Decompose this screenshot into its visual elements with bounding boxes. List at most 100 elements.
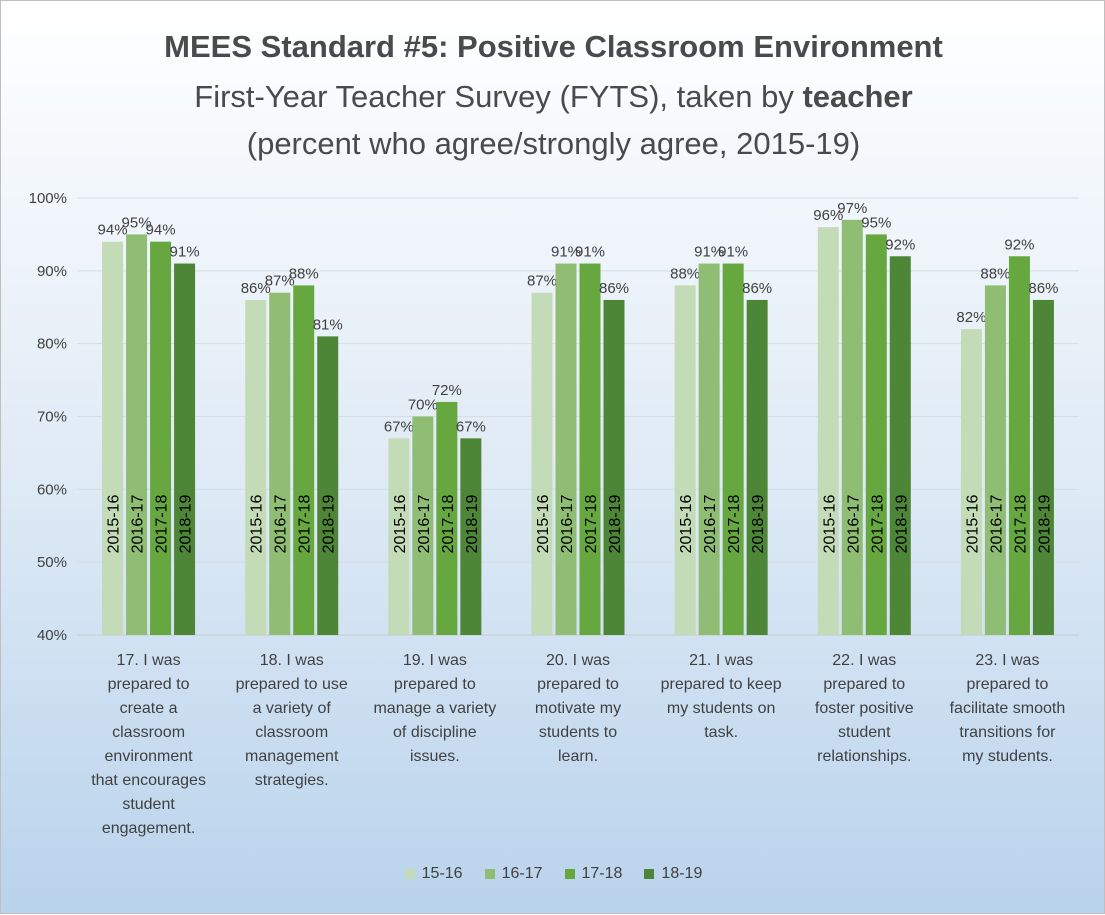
- chart-subtitle-line2: (percent who agree/strongly agree, 2015-…: [246, 126, 861, 161]
- bar: [960, 329, 982, 635]
- x-category-label: 18. I was prepared to use a variety of clas…: [226, 649, 358, 793]
- x-category-label-line: relationships.: [817, 748, 912, 765]
- bar-year-label: 2017-18: [297, 495, 314, 554]
- x-category-label-line: my students on: [666, 700, 776, 717]
- x-category-label-line: classroom: [112, 724, 186, 741]
- bar: [317, 336, 339, 635]
- y-tick-label: 70%: [37, 409, 67, 426]
- legend-item: 15-16: [404, 865, 463, 883]
- x-category-label-line: classroom: [255, 724, 329, 741]
- bar-year-label: 2015-16: [249, 495, 266, 554]
- x-category-label-line: foster positive: [814, 700, 914, 717]
- legend-swatch: [564, 869, 575, 879]
- x-category-label-line: motivate my: [534, 700, 622, 717]
- bar-year-label: 2017-18: [869, 495, 886, 554]
- x-category-label-line: 21. I was: [689, 652, 754, 669]
- data-label: 67%: [456, 418, 486, 435]
- data-label: 94%: [98, 222, 128, 239]
- x-category-label-line: a variety of: [252, 700, 331, 717]
- data-label: 91%: [694, 244, 724, 261]
- x-category-label-line: 17. I was: [116, 652, 181, 669]
- bar-year-label: 2016-17: [845, 495, 862, 554]
- data-label: 95%: [122, 214, 152, 231]
- x-category-label-line: prepared to use: [235, 676, 348, 693]
- bar: [817, 227, 839, 635]
- x-category-label-line: students to: [538, 724, 618, 741]
- data-label: 95%: [861, 214, 891, 231]
- data-label: 92%: [1004, 236, 1034, 253]
- data-label: 82%: [956, 309, 986, 326]
- legend: 15-16 16-17 17-18 18-19: [1, 865, 1105, 883]
- bar: [460, 438, 482, 635]
- legend-swatch: [404, 869, 415, 879]
- data-label: 87%: [265, 273, 295, 290]
- x-category-label: 19. I was prepared to manage a variety of d…: [369, 649, 501, 769]
- y-tick-label: 40%: [37, 627, 67, 644]
- data-label: 91%: [551, 244, 581, 261]
- data-label: 97%: [837, 200, 867, 217]
- legend-item: 17-18: [564, 865, 623, 883]
- data-label: 91%: [170, 244, 200, 261]
- bar-year-label: 2017-18: [154, 495, 171, 554]
- bar: [150, 241, 172, 635]
- x-category-label-line: student: [122, 796, 175, 813]
- x-category-label-line: prepared to: [966, 676, 1049, 693]
- x-category-label-line: of discipline: [393, 724, 477, 741]
- data-label: 88%: [289, 265, 319, 282]
- chart-title: MEES Standard #5: Positive Classroom Env…: [164, 29, 943, 64]
- data-label: 86%: [241, 280, 271, 297]
- data-label: 70%: [408, 397, 438, 414]
- x-category-label: 23. I was prepared to facilitate smooth tra…: [941, 649, 1073, 769]
- bar-year-label: 2016-17: [988, 495, 1005, 554]
- bar-year-label: 2015-16: [964, 495, 981, 554]
- data-label: 67%: [384, 418, 414, 435]
- data-label: 86%: [1028, 280, 1058, 297]
- bar: [603, 299, 625, 635]
- x-category-label-line: transitions for: [959, 724, 1056, 741]
- x-category-label-line: 22. I was: [832, 652, 897, 669]
- bar-year-label: 2017-18: [440, 495, 457, 554]
- y-tick-label: 100%: [29, 190, 67, 207]
- x-category-label-line: student: [838, 724, 891, 741]
- legend-label: 18-19: [661, 865, 703, 882]
- x-category-label-line: manage a variety: [373, 700, 497, 717]
- x-category-label-line: strategies.: [254, 772, 329, 789]
- legend-swatch: [484, 869, 495, 879]
- legend-item: 18-19: [644, 865, 702, 883]
- bar: [1008, 256, 1030, 635]
- y-tick-label: 50%: [37, 554, 67, 571]
- bar-year-label: 2016-17: [273, 495, 290, 554]
- data-label: 91%: [718, 244, 748, 261]
- bar: [102, 241, 124, 635]
- x-category-label: 17. I was prepared to create a classroom env…: [83, 649, 215, 841]
- legend-item: 16-17: [484, 865, 543, 883]
- bar: [174, 263, 196, 635]
- x-category-label: 22. I was prepared to foster positive stude…: [798, 649, 930, 769]
- bar-year-label: 2017-18: [726, 495, 743, 554]
- bar-year-label: 2015-16: [678, 495, 695, 554]
- x-category-label-line: my students.: [962, 748, 1053, 765]
- x-category-label: 20. I was prepared to motivate my students …: [512, 649, 644, 769]
- data-label: 91%: [575, 244, 605, 261]
- bar-year-label: 2015-16: [821, 495, 838, 554]
- x-category-label: 21. I was prepared to keep my students on t…: [655, 649, 787, 745]
- bar: [269, 292, 291, 635]
- data-label: 92%: [885, 236, 915, 253]
- bar: [698, 263, 720, 635]
- bar: [674, 285, 696, 635]
- x-category-label-line: 19. I was: [402, 652, 467, 669]
- bar: [555, 263, 577, 635]
- legend-swatch: [644, 869, 655, 879]
- data-label: 94%: [146, 222, 176, 239]
- x-category-label-line: prepared to: [393, 676, 476, 693]
- bar: [531, 292, 553, 635]
- data-label: 88%: [670, 265, 700, 282]
- x-category-label-line: that encourages: [91, 772, 206, 789]
- bar: [436, 401, 458, 635]
- bar-year-label: 2016-17: [702, 495, 719, 554]
- legend-label: 17-18: [581, 865, 623, 882]
- bar-year-label: 2018-19: [750, 495, 767, 554]
- bar: [746, 299, 768, 635]
